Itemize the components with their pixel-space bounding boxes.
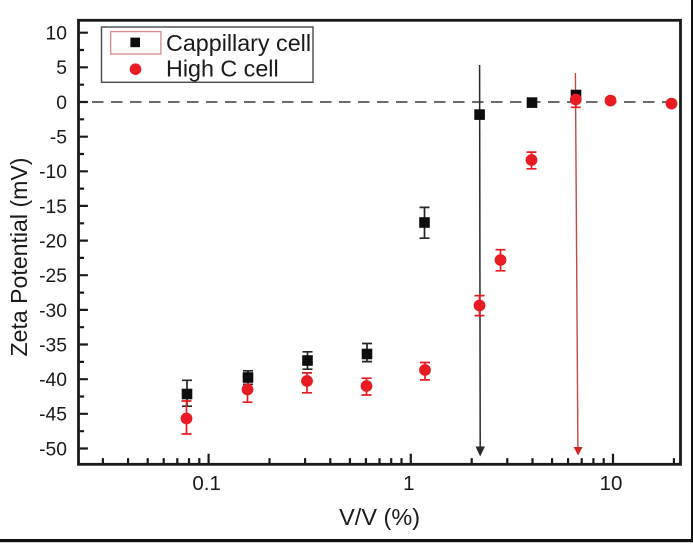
svg-text:0.1: 0.1 xyxy=(192,472,221,495)
svg-text:0: 0 xyxy=(56,93,67,114)
svg-text:-25: -25 xyxy=(39,266,67,287)
svg-text:-20: -20 xyxy=(39,232,67,253)
svg-text:V/V (%): V/V (%) xyxy=(339,504,420,530)
svg-text:-10: -10 xyxy=(39,162,67,183)
svg-text:1: 1 xyxy=(403,472,414,495)
svg-text:-45: -45 xyxy=(39,405,67,426)
svg-text:10: 10 xyxy=(600,472,623,495)
svg-text:-40: -40 xyxy=(39,370,67,391)
svg-text:-30: -30 xyxy=(39,301,67,322)
svg-text:-35: -35 xyxy=(39,335,67,356)
svg-text:-5: -5 xyxy=(50,128,67,149)
svg-text:-15: -15 xyxy=(39,197,67,218)
svg-text:High C cell: High C cell xyxy=(166,56,279,82)
svg-text:10: 10 xyxy=(46,24,67,45)
svg-text:Zeta Potential (mV): Zeta Potential (mV) xyxy=(6,158,32,357)
svg-text:5: 5 xyxy=(56,58,67,79)
svg-text:-50: -50 xyxy=(39,439,67,460)
svg-text:Cappillary cell: Cappillary cell xyxy=(166,30,311,56)
